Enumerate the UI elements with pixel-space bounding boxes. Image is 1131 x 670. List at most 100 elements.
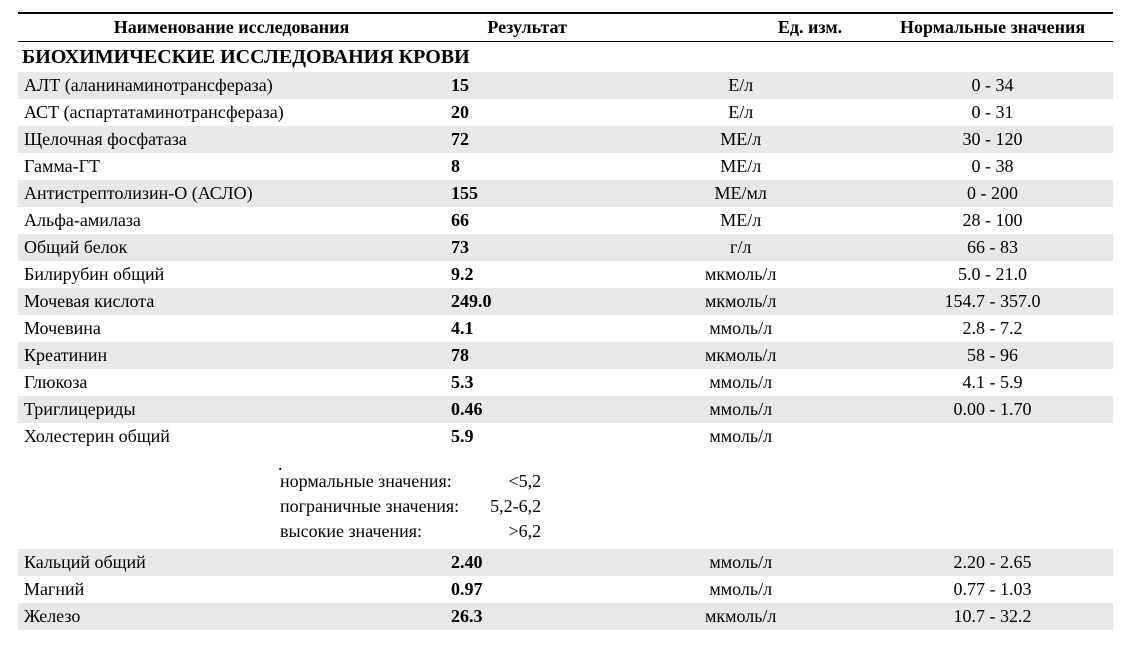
test-result: 15	[445, 72, 609, 99]
test-range: 0.00 - 1.70	[872, 396, 1113, 423]
ref-normal-value: <5,2	[471, 470, 551, 493]
test-unit: мкмоль/л	[609, 342, 872, 369]
test-range: 0 - 31	[872, 99, 1113, 126]
lab-results-table: Наименование исследования Результат Ед. …	[18, 12, 1113, 630]
test-result: 73	[445, 234, 609, 261]
test-unit: г/л	[609, 234, 872, 261]
ref-high-value: >6,2	[471, 520, 551, 543]
table-row: Гамма-ГТ8МЕ/л0 - 38	[18, 153, 1113, 180]
test-range: 2.8 - 7.2	[872, 315, 1113, 342]
test-range: 2.20 - 2.65	[872, 549, 1113, 576]
test-range: 5.0 - 21.0	[872, 261, 1113, 288]
reference-dot: .	[278, 454, 1113, 468]
table-row: Альфа-амилаза66МЕ/л28 - 100	[18, 207, 1113, 234]
test-name: Кальций общий	[18, 549, 445, 576]
test-range: 4.1 - 5.9	[872, 369, 1113, 396]
test-range: 0.77 - 1.03	[872, 576, 1113, 603]
table-row: Мочевина4.1ммоль/л2.8 - 7.2	[18, 315, 1113, 342]
test-unit: ммоль/л	[609, 549, 872, 576]
table-row: Магний0.97ммоль/л0.77 - 1.03	[18, 576, 1113, 603]
test-name: Триглицериды	[18, 396, 445, 423]
test-unit: Е/л	[609, 72, 872, 99]
table-row: Мочевая кислота249.0мкмоль/л154.7 - 357.…	[18, 288, 1113, 315]
ref-border-value: 5,2-6,2	[471, 495, 551, 518]
test-name: АЛТ (аланинаминотрансфераза)	[18, 72, 445, 99]
test-range: 28 - 100	[872, 207, 1113, 234]
test-range	[872, 423, 1113, 450]
test-unit: МЕ/мл	[609, 180, 872, 207]
header-name: Наименование исследования	[18, 13, 445, 42]
header-unit: Ед. изм.	[609, 13, 872, 42]
test-result: 0.46	[445, 396, 609, 423]
header-result: Результат	[445, 13, 609, 42]
test-result: 8	[445, 153, 609, 180]
test-result: 249.0	[445, 288, 609, 315]
test-name: Мочевина	[18, 315, 445, 342]
test-result: 2.40	[445, 549, 609, 576]
test-range: 0 - 34	[872, 72, 1113, 99]
test-unit: МЕ/л	[609, 153, 872, 180]
test-name: Глюкоза	[18, 369, 445, 396]
test-unit: ммоль/л	[609, 369, 872, 396]
test-result: 0.97	[445, 576, 609, 603]
test-name: Щелочная фосфатаза	[18, 126, 445, 153]
test-result: 9.2	[445, 261, 609, 288]
table-row: Триглицериды0.46ммоль/л0.00 - 1.70	[18, 396, 1113, 423]
ref-high-row: высокие значения: >6,2	[280, 520, 551, 543]
test-range: 154.7 - 357.0	[872, 288, 1113, 315]
test-unit: ммоль/л	[609, 396, 872, 423]
table-row: Кальций общий2.40ммоль/л2.20 - 2.65	[18, 549, 1113, 576]
table-row: Щелочная фосфатаза72МЕ/л30 - 120	[18, 126, 1113, 153]
results-body-2: Кальций общий2.40ммоль/л2.20 - 2.65Магни…	[18, 549, 1113, 630]
test-result: 5.9	[445, 423, 609, 450]
test-unit: ммоль/л	[609, 315, 872, 342]
test-name: Холестерин общий	[18, 423, 445, 450]
ref-normal-label: нормальные значения:	[280, 470, 469, 493]
test-result: 155	[445, 180, 609, 207]
section-title-row: БИОХИМИЧЕСКИЕ ИССЛЕДОВАНИЯ КРОВИ	[18, 42, 1113, 73]
test-name: АСТ (аспартатаминотрансфераза)	[18, 99, 445, 126]
table-row: АСТ (аспартатаминотрансфераза)20Е/л0 - 3…	[18, 99, 1113, 126]
table-row: АЛТ (аланинаминотрансфераза)15Е/л0 - 34	[18, 72, 1113, 99]
test-unit: Е/л	[609, 99, 872, 126]
test-name: Общий белок	[18, 234, 445, 261]
ref-border-row: пограничные значения: 5,2-6,2	[280, 495, 551, 518]
test-name: Гамма-ГТ	[18, 153, 445, 180]
reference-values-table: нормальные значения: <5,2 пограничные зн…	[278, 468, 553, 545]
table-row: Глюкоза5.3ммоль/л4.1 - 5.9	[18, 369, 1113, 396]
table-row: Холестерин общий5.9ммоль/л	[18, 423, 1113, 450]
test-unit: мкмоль/л	[609, 261, 872, 288]
ref-border-label: пограничные значения:	[280, 495, 469, 518]
test-result: 78	[445, 342, 609, 369]
test-range: 0 - 200	[872, 180, 1113, 207]
ref-high-label: высокие значения:	[280, 520, 469, 543]
test-name: Мочевая кислота	[18, 288, 445, 315]
test-unit: МЕ/л	[609, 207, 872, 234]
section-title: БИОХИМИЧЕСКИЕ ИССЛЕДОВАНИЯ КРОВИ	[18, 42, 1113, 73]
test-unit: ммоль/л	[609, 423, 872, 450]
test-name: Альфа-амилаза	[18, 207, 445, 234]
test-unit: МЕ/л	[609, 126, 872, 153]
header-range: Нормальные значения	[872, 13, 1113, 42]
table-row: Билирубин общий9.2мкмоль/л5.0 - 21.0	[18, 261, 1113, 288]
cholesterol-reference-block: . нормальные значения: <5,2 пограничные …	[18, 450, 1113, 549]
test-unit: мкмоль/л	[609, 288, 872, 315]
table-header-row: Наименование исследования Результат Ед. …	[18, 13, 1113, 42]
test-result: 5.3	[445, 369, 609, 396]
test-result: 66	[445, 207, 609, 234]
test-range: 66 - 83	[872, 234, 1113, 261]
results-body: АЛТ (аланинаминотрансфераза)15Е/л0 - 34А…	[18, 72, 1113, 450]
test-name: Железо	[18, 603, 445, 630]
test-name: Креатинин	[18, 342, 445, 369]
test-result: 72	[445, 126, 609, 153]
test-range: 10.7 - 32.2	[872, 603, 1113, 630]
test-name: Магний	[18, 576, 445, 603]
test-result: 26.3	[445, 603, 609, 630]
test-unit: мкмоль/л	[609, 603, 872, 630]
table-row: Железо26.3мкмоль/л10.7 - 32.2	[18, 603, 1113, 630]
test-unit: ммоль/л	[609, 576, 872, 603]
test-range: 58 - 96	[872, 342, 1113, 369]
test-range: 0 - 38	[872, 153, 1113, 180]
test-result: 4.1	[445, 315, 609, 342]
table-row: Антистрептолизин-О (АСЛО)155МЕ/мл0 - 200	[18, 180, 1113, 207]
